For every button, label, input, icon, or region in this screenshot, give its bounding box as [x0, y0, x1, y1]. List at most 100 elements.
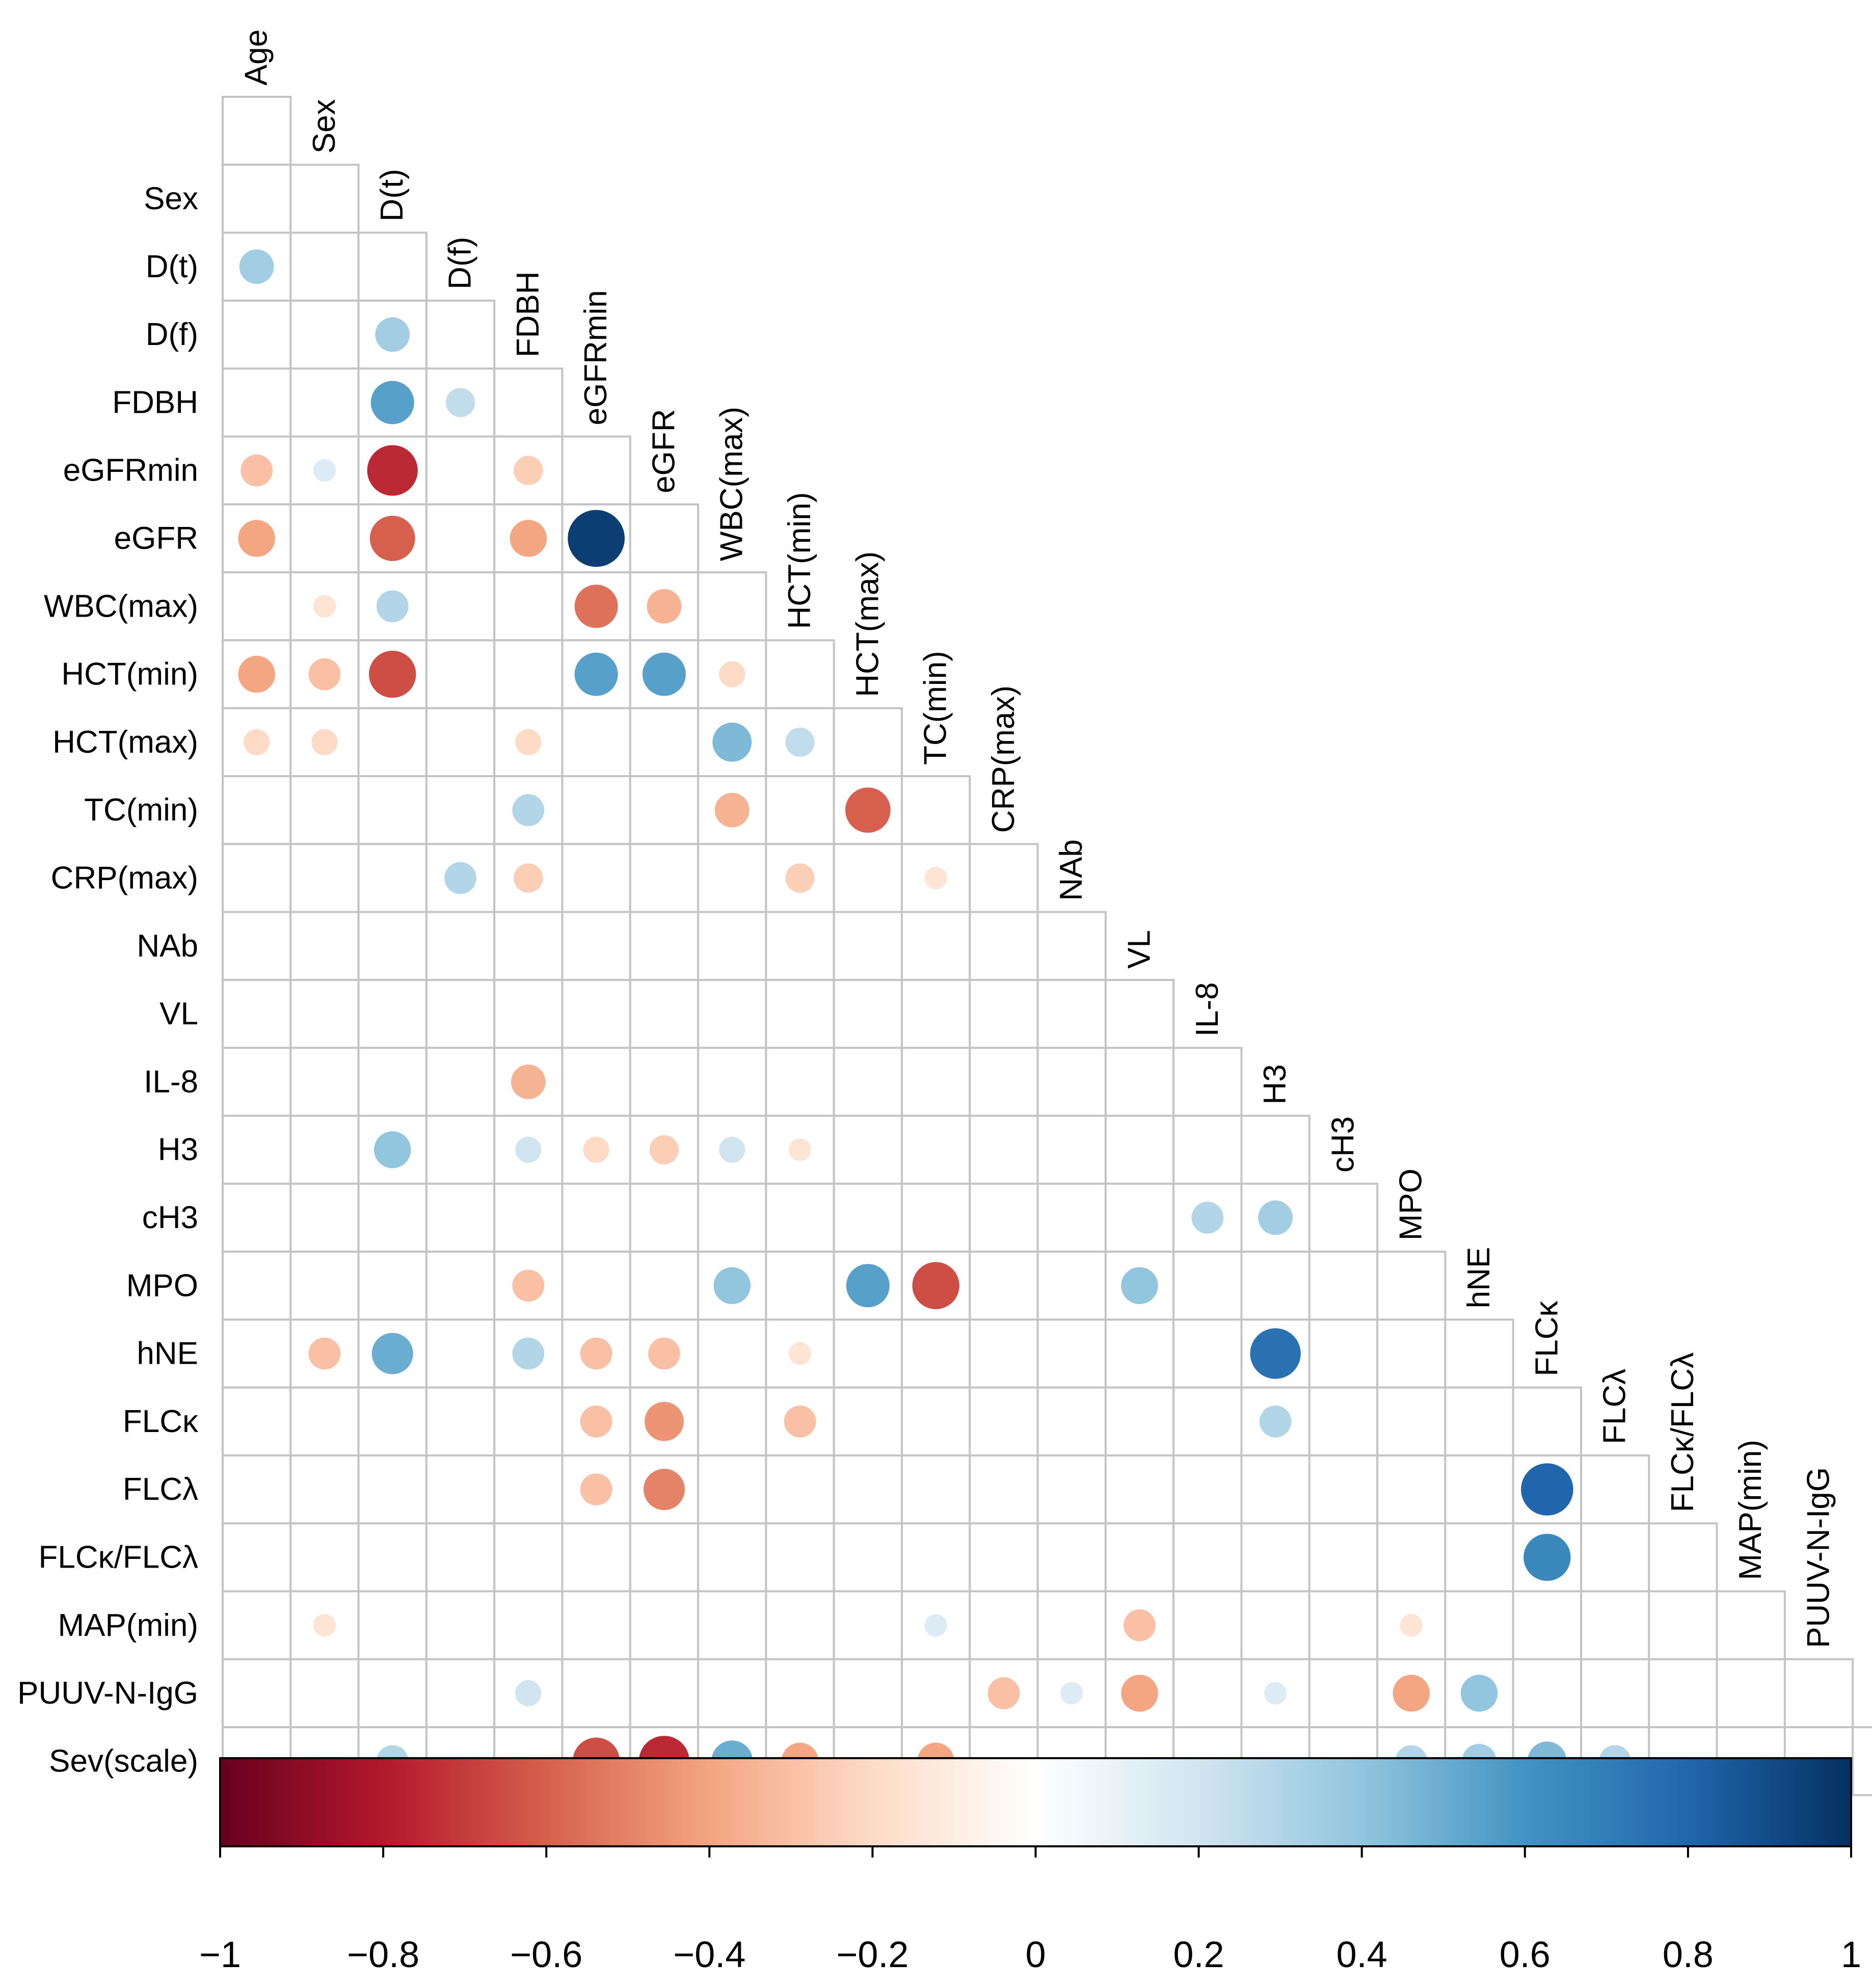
grid-cell	[1308, 1590, 1379, 1660]
correlation-circle	[845, 787, 891, 833]
grid-cell	[425, 1658, 496, 1729]
grid-cell	[629, 775, 700, 845]
colorbar-tick-label: 0.4	[1336, 1934, 1387, 1975]
grid-cell	[425, 1454, 496, 1525]
correlation-circle	[568, 510, 625, 567]
grid-cell	[1308, 1318, 1379, 1389]
grid-cell	[425, 299, 496, 370]
grid-cell	[833, 911, 903, 981]
grid-cell	[1240, 1454, 1311, 1525]
grid-cell	[1172, 1251, 1243, 1321]
grid-cell	[1376, 1522, 1447, 1593]
grid-cell	[1648, 1590, 1718, 1660]
colorbar-ticks: −1 −0.8 −0.6 −0.4 −0.2 0 0.2 0.4 0.6 0.8 1	[199, 1846, 1861, 1975]
correlation-circle	[719, 661, 745, 687]
grid-cell	[629, 707, 700, 777]
grid-cell	[222, 1522, 292, 1593]
correlation-circle	[580, 1405, 612, 1438]
grid-cell	[425, 1251, 496, 1321]
grid-cell	[425, 707, 496, 777]
correlation-circle	[313, 1614, 336, 1637]
grid-cell	[629, 1590, 700, 1660]
correlation-circle	[244, 729, 270, 755]
grid-cell	[697, 1386, 767, 1456]
row-label: CRP(max)	[51, 860, 198, 895]
grid-cell	[901, 1318, 971, 1389]
grid-cell	[833, 1454, 903, 1525]
colorbar-tick-label: 0	[1025, 1934, 1046, 1975]
grid-cell	[1036, 911, 1107, 981]
row-label: eGFRmin	[63, 453, 198, 488]
column-label: FLCκ	[1529, 1301, 1564, 1376]
colorbar-tick-label: −0.8	[347, 1934, 419, 1975]
grid-cell	[969, 1115, 1039, 1185]
grid-cell	[1376, 1318, 1447, 1389]
grid-cell	[1308, 1522, 1379, 1593]
colorbar-tick-label: 1	[1841, 1934, 1861, 1975]
correlation-circle	[515, 1136, 542, 1163]
correlation-circle	[371, 1333, 413, 1374]
grid-cell	[289, 231, 360, 302]
correlation-circle	[376, 590, 409, 623]
grid-cell	[561, 775, 631, 845]
row-label: IL-8	[144, 1064, 198, 1099]
grid-cell	[493, 911, 564, 981]
grid-cell	[1852, 1726, 1872, 1796]
grid-cell	[697, 639, 767, 709]
correlation-circle	[1259, 1405, 1292, 1438]
grid-cell	[493, 978, 564, 1049]
grid-cell	[1172, 1318, 1243, 1389]
grid-cell	[493, 367, 564, 438]
grid-cell	[1716, 1590, 1786, 1660]
row-label: MAP(min)	[58, 1608, 198, 1643]
grid-cell	[1036, 1047, 1107, 1117]
grid-cell	[901, 911, 971, 981]
grid-cell	[222, 1251, 292, 1321]
grid-cell	[357, 1590, 427, 1660]
grid-cell	[425, 911, 496, 981]
grid-cell	[289, 978, 360, 1049]
grid-cell	[1376, 1454, 1447, 1525]
row-labels: Sex D(t) D(f) FDBH eGFRmin eGFR WBC(max) HCT(mi…	[17, 181, 199, 1779]
correlation-circle	[574, 652, 618, 696]
grid-cell	[1376, 1251, 1447, 1321]
grid-cell	[222, 571, 292, 642]
grid-cell	[1104, 1522, 1175, 1593]
grid-cell	[289, 1115, 360, 1185]
grid-cell	[561, 1182, 631, 1253]
grid-cell	[425, 1386, 496, 1456]
grid-cell	[561, 911, 631, 981]
correlation-circle	[369, 516, 415, 561]
grid-cell	[629, 911, 700, 981]
correlation-circle	[912, 1262, 959, 1309]
grid-cell	[1172, 1115, 1243, 1185]
grid-cell	[222, 1590, 292, 1660]
column-label: FLCκ/FLCλ	[1665, 1353, 1700, 1512]
row-label: D(f)	[146, 317, 198, 352]
column-label: eGFR	[646, 409, 681, 493]
grid-cell	[833, 843, 903, 913]
column-label: D(f)	[443, 237, 478, 289]
grid-cell	[1172, 1386, 1243, 1456]
correlation-circle	[308, 1337, 341, 1370]
grid-cell	[969, 1454, 1039, 1525]
colorbar-tick-label: 0.2	[1173, 1934, 1224, 1975]
grid-cell	[1308, 1454, 1379, 1525]
correlation-circle	[375, 317, 410, 352]
correlation-circle	[648, 1337, 680, 1370]
grid-cell	[833, 1522, 903, 1593]
correlation-circle	[785, 727, 815, 757]
grid-cell	[629, 1251, 700, 1321]
colorbar-tick-label: −0.4	[673, 1934, 745, 1975]
grid-cell	[833, 1386, 903, 1456]
grid-cell	[1376, 1386, 1447, 1456]
grid-cell	[901, 1115, 971, 1185]
correlation-circle	[515, 1680, 542, 1707]
grid-cell	[969, 1251, 1039, 1321]
grid-cell	[1104, 1454, 1175, 1525]
grid-cell	[425, 1115, 496, 1185]
grid-cell	[1240, 1251, 1311, 1321]
grid-cell	[765, 1590, 835, 1660]
correlation-circle	[238, 655, 275, 693]
